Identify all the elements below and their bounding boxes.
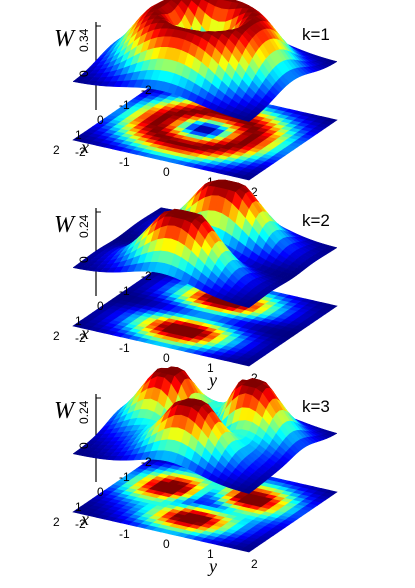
x-tick-label: -2 [141, 455, 152, 469]
x-tick-label: 1 [75, 128, 82, 142]
z-tick-label-max: 0.34 [77, 28, 91, 52]
y-tick-label: -1 [119, 527, 130, 541]
base-colormap [72, 265, 338, 367]
surface-mesh [72, 179, 338, 308]
panel-label: k=1 [302, 25, 330, 44]
x-axis-label: x [80, 509, 89, 529]
z-axis-label: W [54, 212, 76, 238]
surface-mesh [72, 0, 338, 122]
x-tick-label: -1 [119, 470, 130, 484]
y-tick-label: 2 [251, 557, 258, 571]
z-axis-label: W [54, 398, 76, 424]
surface-cell [241, 116, 253, 122]
x-tick-label: 2 [53, 515, 60, 529]
base-cell [240, 175, 254, 181]
x-tick-label: -2 [141, 83, 152, 97]
y-tick-label: 0 [163, 537, 170, 551]
z-tick-label-max: 0.24 [77, 400, 91, 424]
x-axis-label: x [80, 323, 89, 343]
x-tick-label: 0 [97, 299, 104, 313]
y-tick-label: 0 [163, 165, 170, 179]
x-tick-label: -2 [141, 269, 152, 283]
x-axis-label: x [80, 137, 89, 157]
x-tick-label: -1 [119, 98, 130, 112]
y-tick-label: -1 [119, 341, 130, 355]
x-tick-label: 0 [97, 113, 104, 127]
panel-label: k=2 [302, 211, 330, 230]
z-tick-label-zero: 0 [77, 442, 91, 449]
x-tick-label: 0 [97, 485, 104, 499]
y-tick-label: -1 [119, 155, 130, 169]
z-tick-label-zero: 0 [77, 70, 91, 77]
panel-label: k=3 [302, 397, 330, 416]
y-axis-label: y [207, 556, 217, 576]
base-cell [240, 361, 254, 367]
x-tick-label: -1 [119, 284, 130, 298]
z-axis-label: W [54, 26, 76, 52]
y-tick-label: 0 [163, 351, 170, 365]
surface-mesh [72, 366, 338, 494]
y-tick-label: -2 [75, 145, 86, 159]
z-tick-label-max: 0.24 [77, 214, 91, 238]
x-tick-label: 2 [53, 143, 60, 157]
x-tick-label: 2 [53, 329, 60, 343]
y-axis-label: y [207, 370, 217, 390]
z-tick-label-zero: 0 [77, 256, 91, 263]
y-tick-label: 2 [251, 185, 258, 199]
